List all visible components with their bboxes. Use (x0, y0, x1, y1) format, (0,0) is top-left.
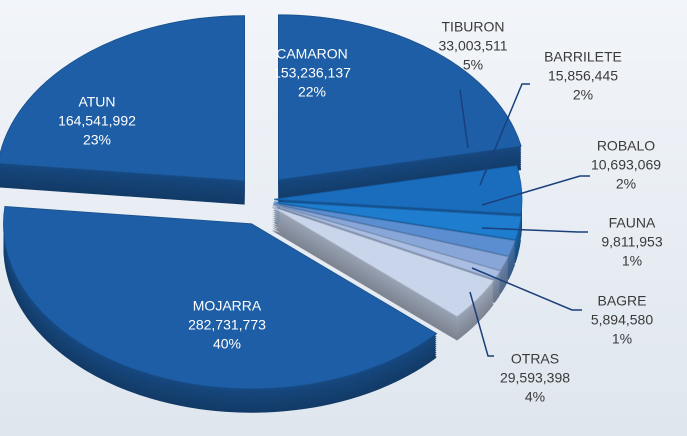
slice (273, 201, 522, 240)
slice (0, 15, 246, 182)
slice (273, 202, 516, 257)
slice-percent: 40% (213, 336, 241, 352)
slice-label: BAGRE (597, 293, 646, 309)
slice-value: 5,894,580 (591, 312, 653, 328)
slice-label: MOJARRA (193, 298, 262, 314)
slice-value: 33,003,511 (438, 38, 507, 54)
slice-value: 9,811,953 (601, 234, 662, 250)
slice-percent: 4% (525, 389, 545, 405)
slice-value: 10,693,069 (591, 157, 661, 173)
slice (277, 14, 522, 181)
slice (273, 165, 523, 215)
slice-label: BARRILETE (544, 49, 622, 65)
slice (273, 203, 509, 271)
slice-percent: 1% (612, 331, 632, 347)
slice (272, 204, 501, 280)
slice-label: ATUN (78, 94, 115, 110)
slice-value: 153,236,137 (273, 65, 351, 81)
slice-label: TIBURON (442, 19, 505, 35)
slice-percent: 22% (298, 84, 326, 100)
slice-label: OTRAS (511, 351, 559, 367)
slice (271, 206, 495, 318)
slice-label: CAMARON (276, 46, 348, 62)
slice (3, 206, 438, 390)
slice-value: 282,731,773 (188, 317, 266, 333)
slice-value: 29,593,398 (500, 370, 570, 386)
slice-label: ROBALO (597, 138, 655, 154)
slice-percent: 5% (463, 57, 483, 73)
slice-label: FAUNA (609, 215, 656, 231)
slice-value: 15,856,445 (548, 68, 618, 84)
leader-lines (459, 83, 590, 357)
slice-percent: 2% (616, 176, 636, 192)
slice-percent: 2% (573, 87, 593, 103)
slice-percent: 1% (622, 253, 642, 269)
slice-value: 164,541,992 (58, 113, 136, 129)
slice-percent: 23% (83, 132, 111, 148)
